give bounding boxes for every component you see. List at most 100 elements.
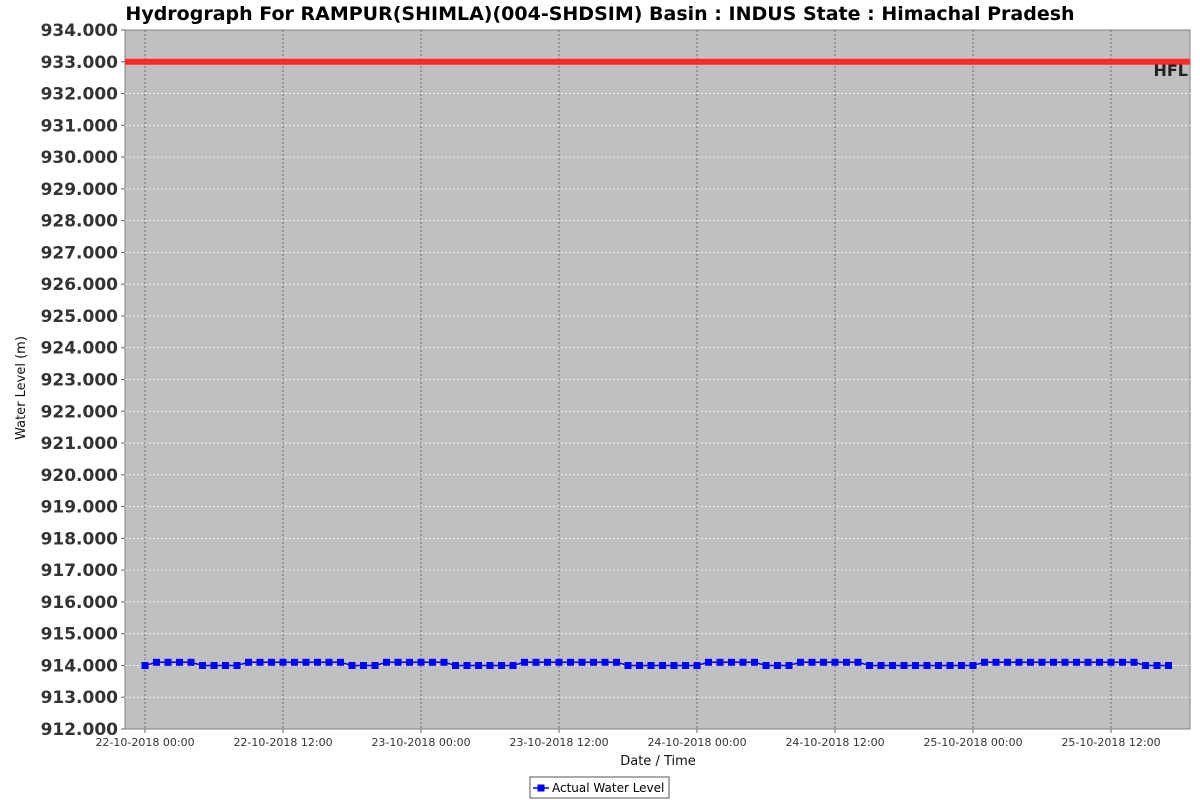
data-point (1073, 658, 1080, 666)
y-tick-label: 928.000 (41, 212, 119, 232)
hfl-label: HFL (1153, 61, 1188, 80)
reference-lines: HFL (125, 58, 1190, 80)
data-point (969, 662, 977, 669)
y-tick-label: 915.000 (41, 625, 119, 645)
data-point (935, 662, 942, 669)
data-point (843, 658, 850, 666)
data-point (509, 662, 517, 669)
y-tick-label: 929.000 (41, 180, 119, 200)
data-point (452, 662, 459, 669)
data-point (716, 658, 724, 666)
data-point (613, 658, 620, 666)
y-tick-label: 933.000 (41, 53, 119, 73)
data-point (578, 658, 586, 666)
data-point (486, 662, 494, 669)
data-point (1004, 658, 1011, 666)
data-point (555, 658, 563, 666)
data-point (912, 662, 919, 669)
data-point (406, 658, 413, 666)
y-tick-label: 916.000 (41, 593, 119, 613)
data-point (992, 658, 1000, 666)
data-point (325, 658, 333, 666)
data-point (739, 658, 747, 666)
data-point (210, 662, 218, 669)
legend: Actual Water Level (529, 776, 670, 799)
data-point (348, 662, 356, 669)
data-point (567, 658, 574, 666)
y-tick-label: 917.000 (41, 561, 119, 581)
data-point (153, 658, 160, 666)
data-point (866, 662, 873, 669)
data-point (360, 662, 367, 669)
data-point (199, 662, 206, 669)
data-point (785, 662, 793, 669)
x-tick-label: 23-10-2018 00:00 (371, 736, 470, 749)
y-axis-label: Water Level (m) (14, 336, 29, 440)
data-point (1015, 658, 1023, 666)
data-point (728, 658, 735, 666)
data-point (670, 662, 678, 669)
data-point (820, 658, 827, 666)
data-point (682, 662, 689, 669)
data-point (394, 658, 402, 666)
data-point (268, 658, 275, 666)
data-point (808, 658, 816, 666)
data-point (958, 662, 965, 669)
data-point (590, 658, 597, 666)
data-point (693, 662, 701, 669)
y-tick-label: 914.000 (41, 656, 119, 676)
data-point (544, 658, 551, 666)
data-point (187, 658, 195, 666)
data-point (1165, 662, 1172, 669)
data-point (164, 658, 172, 666)
data-point (659, 662, 666, 669)
data-point (981, 658, 988, 666)
y-tick-label: 923.000 (41, 371, 119, 391)
data-point (417, 658, 425, 666)
data-point (854, 658, 862, 666)
data-point (923, 662, 931, 669)
data-point (337, 658, 344, 666)
data-point (831, 658, 839, 666)
data-point (279, 658, 287, 666)
data-point (521, 658, 528, 666)
x-tick-label: 24-10-2018 00:00 (647, 736, 746, 749)
legend-label: Actual Water Level (552, 781, 664, 795)
y-tick-label: 925.000 (41, 307, 119, 327)
data-point (797, 658, 804, 666)
data-point (774, 662, 781, 669)
y-tick-label: 934.000 (41, 21, 119, 41)
data-point (141, 662, 149, 669)
y-tick-label: 930.000 (41, 148, 119, 168)
data-point (222, 662, 229, 669)
data-point (1096, 658, 1103, 666)
data-point (1107, 658, 1115, 666)
y-tick-label: 918.000 (41, 529, 119, 549)
y-axis-ticks: 912.000 913.000 914.000 915.000 916.000 917.0… (41, 21, 125, 740)
data-point (1038, 658, 1046, 666)
x-tick-label: 22-10-2018 12:00 (233, 736, 332, 749)
x-tick-label: 23-10-2018 12:00 (509, 736, 608, 749)
data-point (601, 658, 609, 666)
data-point (647, 662, 655, 669)
data-point (636, 662, 643, 669)
y-tick-label: 932.000 (41, 85, 119, 105)
data-point (1119, 658, 1126, 666)
data-point (1130, 658, 1138, 666)
data-point (624, 662, 632, 669)
data-point (1084, 658, 1092, 666)
data-point (900, 662, 908, 669)
y-tick-label: 924.000 (41, 339, 119, 359)
data-point (291, 658, 298, 666)
y-tick-label: 920.000 (41, 466, 119, 486)
x-tick-label: 25-10-2018 00:00 (923, 736, 1022, 749)
y-tick-label: 921.000 (41, 434, 119, 454)
data-point (256, 658, 264, 666)
data-point (1061, 658, 1069, 666)
x-axis-label: Date / Time (620, 754, 696, 769)
data-point (302, 658, 310, 666)
x-tick-label: 25-10-2018 12:00 (1061, 736, 1160, 749)
data-point (440, 658, 448, 666)
data-point (498, 662, 505, 669)
y-tick-label: 922.000 (41, 402, 119, 422)
